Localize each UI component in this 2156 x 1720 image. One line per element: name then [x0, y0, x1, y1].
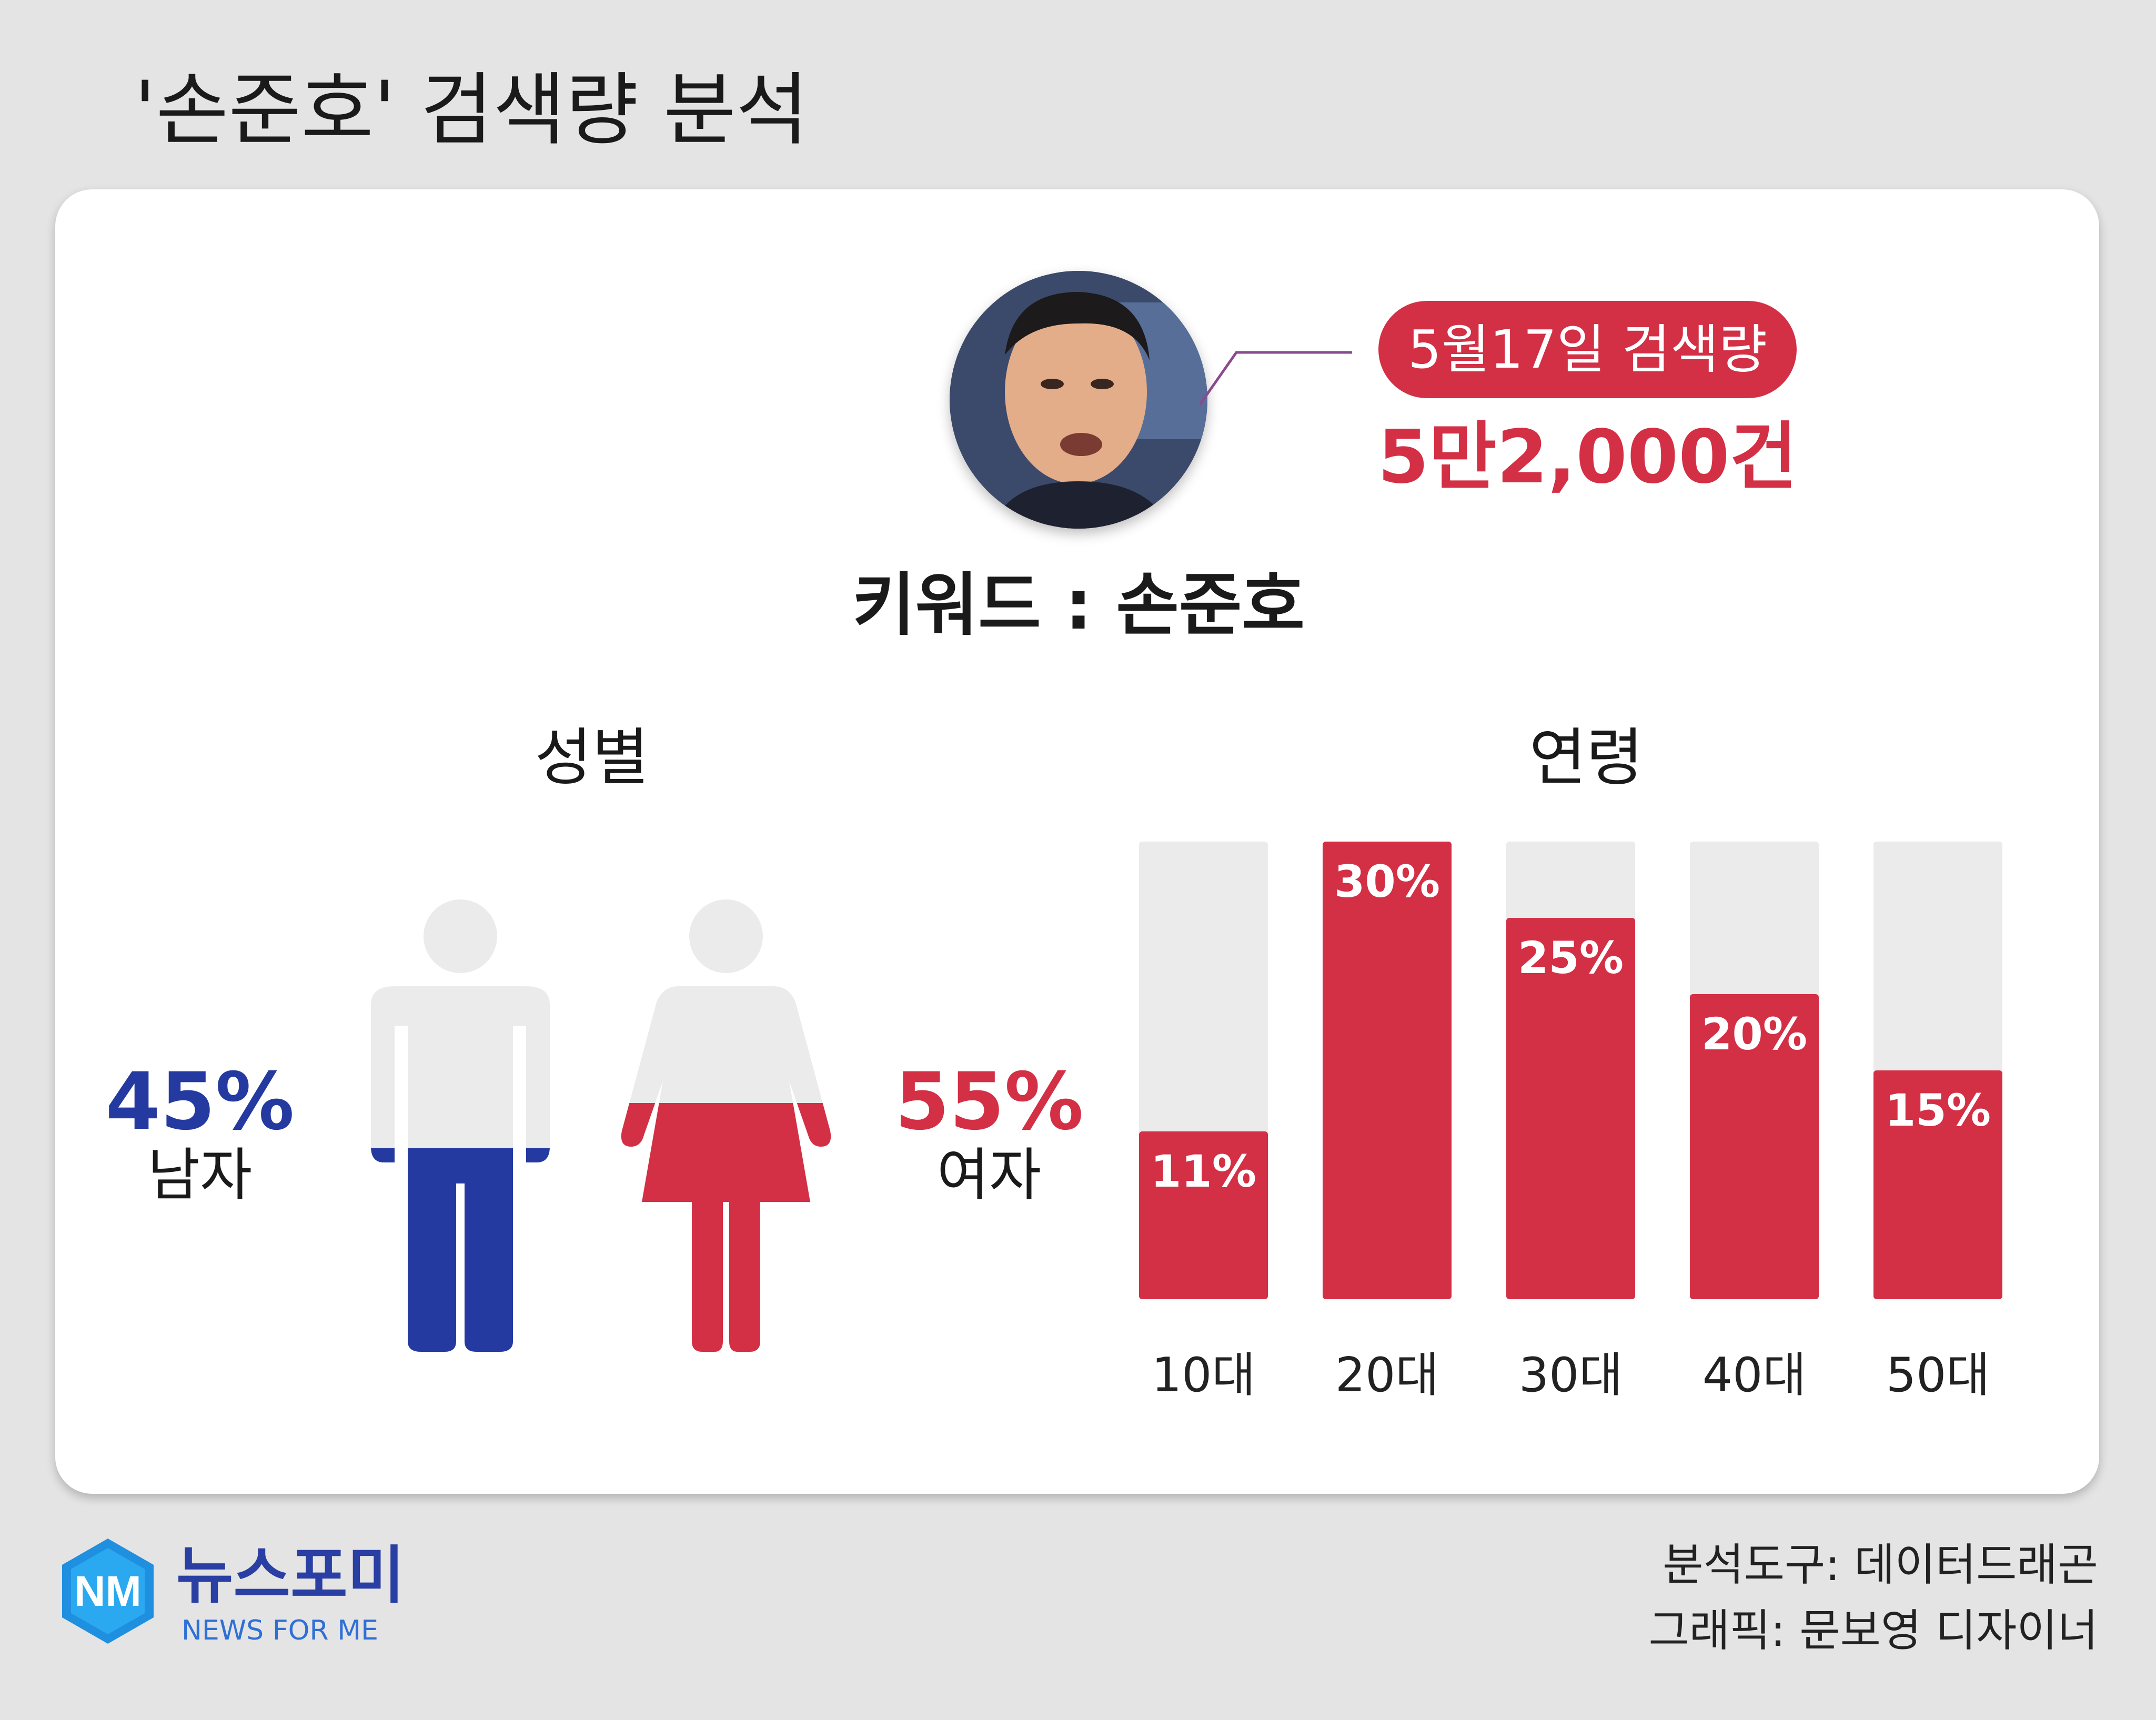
gender-title: 성별: [535, 721, 649, 794]
bar-10대: [1139, 1131, 1268, 1299]
bar-value-label: 25%: [1518, 932, 1624, 984]
search-count: 5만2,000건: [1377, 414, 1798, 500]
male-label: 남자: [147, 1142, 253, 1208]
bar-30대: [1506, 918, 1635, 1299]
bar-50대: [1873, 1070, 2002, 1299]
analysis-tool-credit: 분석도구: 데이터드래곤: [1663, 1539, 2098, 1591]
bar-20대: [1323, 842, 1452, 1299]
news-for-me-logo: NM: [62, 1539, 154, 1644]
graphic-credit: 그래픽: 문보영 디자이너: [1648, 1605, 2098, 1656]
portrait-icon: [950, 271, 1207, 529]
date-label-badge: 5월17일 검색량: [1378, 301, 1797, 398]
category-label: 50대: [1886, 1348, 1990, 1403]
bar-value-label: 20%: [1701, 1008, 1807, 1060]
bar-value-label: 15%: [1885, 1085, 1991, 1136]
female-label: 여자: [936, 1142, 1042, 1208]
female-percent: 55%: [894, 1056, 1084, 1148]
category-label: 10대: [1152, 1348, 1255, 1403]
age-title: 연령: [1529, 721, 1644, 794]
category-label: 40대: [1702, 1348, 1806, 1403]
bar-value-label: 30%: [1334, 856, 1440, 907]
page-title: '손준호' 검색량 분석: [134, 65, 809, 156]
brand-name: 뉴스포미: [176, 1539, 405, 1612]
category-label: 30대: [1519, 1348, 1623, 1403]
category-label: 20대: [1335, 1348, 1439, 1403]
age-bar-chart: 11% 10대 30% 20대 25% 30대 20% 40대 15% 50대: [1139, 842, 2002, 1403]
bar-40대: [1690, 994, 1819, 1299]
brand-subtitle: NEWS FOR ME: [182, 1615, 378, 1646]
female-figure-icon: [621, 899, 831, 1352]
avatar: [950, 271, 1207, 529]
bar-value-label: 11%: [1151, 1146, 1256, 1197]
male-figure-icon: [371, 899, 550, 1352]
keyword-label: 키워드 : 손준호: [852, 565, 1305, 645]
logo-monogram: NM: [74, 1567, 142, 1615]
male-percent: 45%: [105, 1056, 295, 1148]
callout-connector: [1200, 351, 1352, 406]
